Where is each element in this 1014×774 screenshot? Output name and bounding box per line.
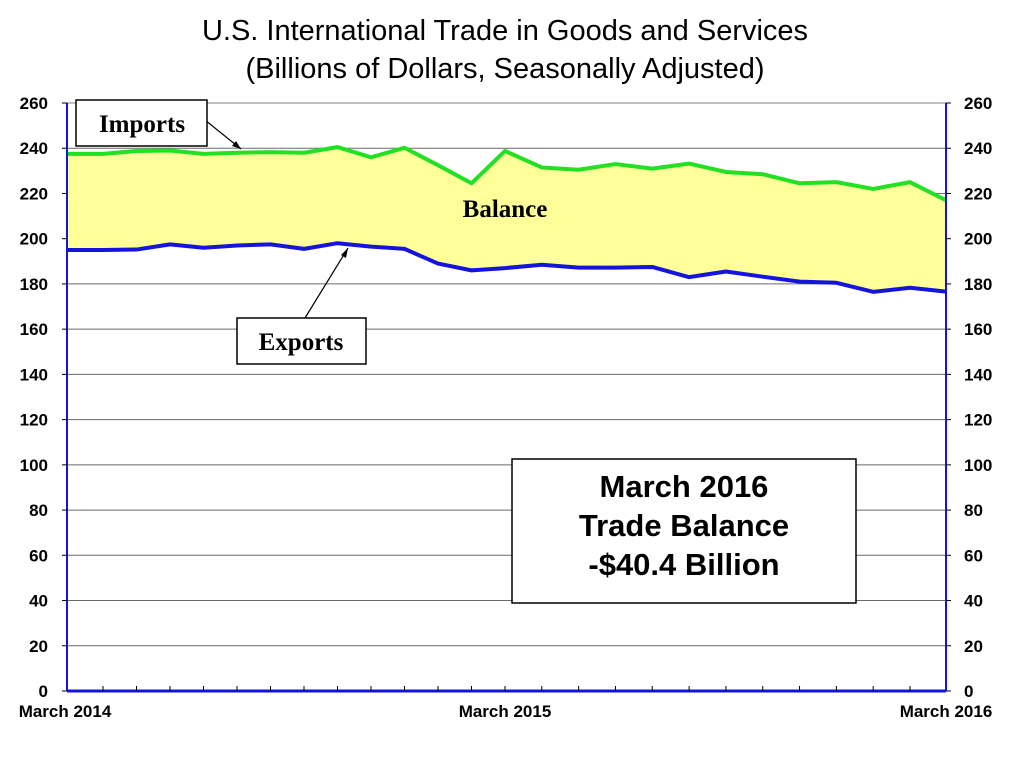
exports-callout-label: Exports xyxy=(259,329,344,356)
y-axis-right: 0 20 40 60 80 100 120 140 160 180 200 220 240 260 xyxy=(946,94,992,701)
y-tick-label: 100 xyxy=(964,456,992,475)
y-tick-label: 0 xyxy=(39,682,48,701)
imports-line xyxy=(67,145,947,203)
y-tick-label: 120 xyxy=(964,411,992,430)
y-tick-label: 220 xyxy=(964,184,992,203)
exports-line xyxy=(67,241,947,294)
y-tick-label: 220 xyxy=(20,184,48,203)
x-tick-label: March 2014 xyxy=(19,702,112,721)
trade-balance-heading: Trade Balance xyxy=(579,508,789,543)
y-tick-label: 160 xyxy=(964,320,992,339)
y-tick-label: 20 xyxy=(29,637,48,656)
series-lines xyxy=(67,145,947,294)
y-tick-label: 100 xyxy=(20,456,48,475)
x-tick-label: March 2016 xyxy=(900,702,993,721)
imports-arrowhead-icon xyxy=(232,141,241,149)
trade-balance-period: March 2016 xyxy=(600,469,769,504)
y-tick-label: 260 xyxy=(20,94,48,113)
y-tick-label: 180 xyxy=(20,275,48,294)
imports-callout-label: Imports xyxy=(99,111,185,138)
imports-callout-box xyxy=(75,99,208,147)
y-tick-label: 240 xyxy=(20,139,48,158)
y-tick-label: 80 xyxy=(964,501,983,520)
chart-title: U.S. International Trade in Goods and Se… xyxy=(202,15,808,47)
y-tick-label: 260 xyxy=(964,94,992,113)
balance-label: Balance xyxy=(463,196,548,223)
exports-callout-pointer xyxy=(304,247,349,319)
y-tick-label: 140 xyxy=(20,365,48,384)
y-tick-label: 140 xyxy=(964,365,992,384)
y-tick-label: 60 xyxy=(964,546,983,565)
y-tick-label: 80 xyxy=(29,501,48,520)
trade-balance-box-frame xyxy=(511,458,857,604)
y-axis-left: 0 20 40 60 80 100 120 140 160 180 200 220 240 260 xyxy=(20,94,67,701)
y-tick-label: 240 xyxy=(964,139,992,158)
exports-callout: Exports xyxy=(236,247,367,365)
y-tick-label: 40 xyxy=(29,592,48,611)
y-tick-label: 160 xyxy=(20,320,48,339)
y-tick-label: 200 xyxy=(964,230,992,249)
exports-callout-box xyxy=(236,317,367,365)
chart-subtitle: (Billions of Dollars, Seasonally Adjuste… xyxy=(245,53,764,85)
trade-balance-value: -$40.4 Billion xyxy=(588,547,779,582)
balance-fill xyxy=(67,147,946,292)
y-tick-label: 60 xyxy=(29,546,48,565)
x-axis: March 2014 March 2015 March 2016 xyxy=(19,686,993,721)
trade-balance-box: March 2016 Trade Balance -$40.4 Billion xyxy=(511,458,857,604)
y-tick-label: 200 xyxy=(20,230,48,249)
imports-callout: Imports xyxy=(75,99,242,150)
balance-area xyxy=(67,147,946,292)
x-tick-label: March 2015 xyxy=(459,702,552,721)
exports-arrowhead-icon xyxy=(341,248,348,258)
y-tick-label: 120 xyxy=(20,411,48,430)
y-tick-label: 180 xyxy=(964,275,992,294)
y-tick-label: 20 xyxy=(964,637,983,656)
y-tick-label: 40 xyxy=(964,592,983,611)
y-tick-label: 0 xyxy=(964,682,973,701)
